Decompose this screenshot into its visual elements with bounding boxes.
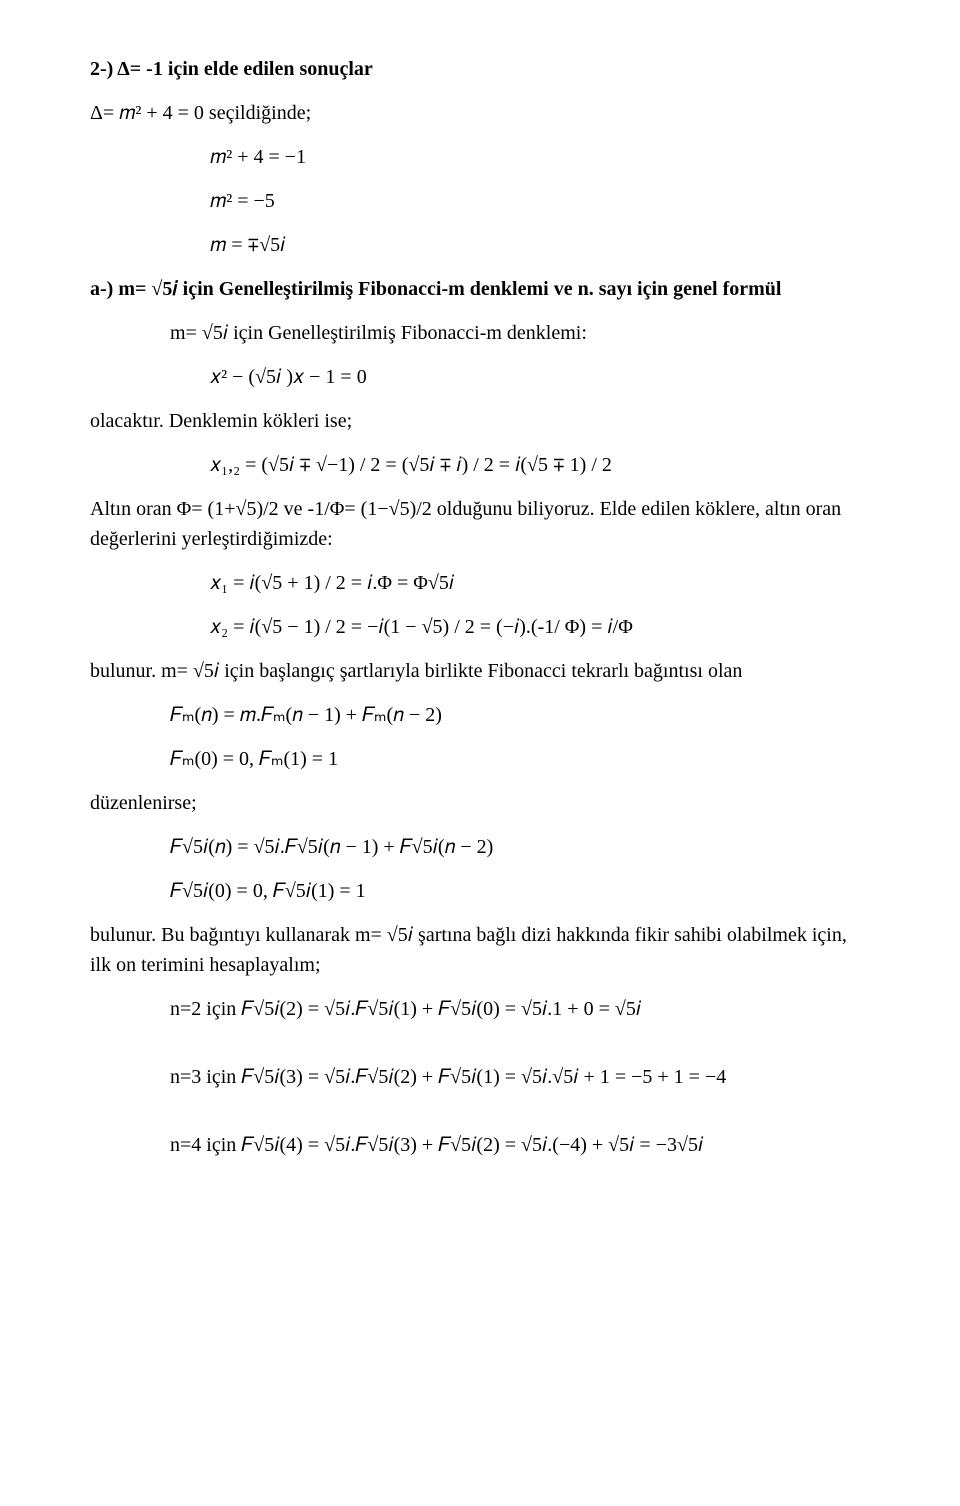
eq-fsqrt5i-recurrence: 𝐹√5𝑖(𝑛) = √5𝑖.𝐹√5𝑖(𝑛 − 1) + 𝐹√5𝑖(𝑛 − 2) [90,832,870,862]
eq-fsqrt5i-init: 𝐹√5𝑖(0) = 0, 𝐹√5𝑖(1) = 1 [90,876,870,906]
eq-fm-init: 𝐹ₘ(0) = 0, 𝐹ₘ(1) = 1 [90,744,870,774]
line-bulunur1: bulunur. m= √5𝑖 için başlangıç şartlarıy… [90,656,870,686]
eq-x12: 𝑥₁,₂ = (√5𝑖 ∓ √−1) / 2 = (√5𝑖 ∓ 𝑖) / 2 =… [90,450,870,480]
eq-x1: 𝑥₁ = 𝑖(√5 + 1) / 2 = 𝑖.Φ = Φ√5𝑖 [90,568,870,598]
line-delta-eq: Δ= 𝑚² + 4 = 0 seçildiğinde; [90,98,870,128]
eq-m: 𝑚 = ∓√5𝑖 [90,230,870,260]
eq-quadratic: 𝑥² − (√5𝑖 )𝑥 − 1 = 0 [90,362,870,392]
section-heading: 2-) Δ= -1 için elde edilen sonuçlar [90,54,870,84]
eq-n2: n=2 için 𝐹√5𝑖(2) = √5𝑖.𝐹√5𝑖(1) + 𝐹√5𝑖(0)… [90,994,870,1024]
line-golden-ratio: Altın oran Φ= (1+√5)/2 ve -1/Φ= (1−√5)/2… [90,494,870,554]
line-bulunur2: bulunur. Bu bağıntıyı kullanarak m= √5𝑖 … [90,920,870,980]
eq-m2: 𝑚² = −5 [90,186,870,216]
eq-n3: n=3 için 𝐹√5𝑖(3) = √5𝑖.𝐹√5𝑖(2) + 𝐹√5𝑖(1)… [90,1062,870,1092]
line-duzenlenirse: düzenlenirse; [90,788,870,818]
eq-fm-recurrence: 𝐹ₘ(𝑛) = 𝑚.𝐹ₘ(𝑛 − 1) + 𝐹ₘ(𝑛 − 2) [90,700,870,730]
line-m-def: m= √5𝑖 için Genelleştirilmiş Fibonacci-m… [90,318,870,348]
line-roots-intro: olacaktır. Denklemin kökleri ise; [90,406,870,436]
eq-m2plus4: 𝑚² + 4 = −1 [90,142,870,172]
eq-x2: 𝑥₂ = 𝑖(√5 − 1) / 2 = −𝑖(1 − √5) / 2 = (−… [90,612,870,642]
subsection-a: a-) m= √5𝑖 için Genelleştirilmiş Fibonac… [90,274,870,304]
eq-n4: n=4 için 𝐹√5𝑖(4) = √5𝑖.𝐹√5𝑖(3) + 𝐹√5𝑖(2)… [90,1130,870,1160]
